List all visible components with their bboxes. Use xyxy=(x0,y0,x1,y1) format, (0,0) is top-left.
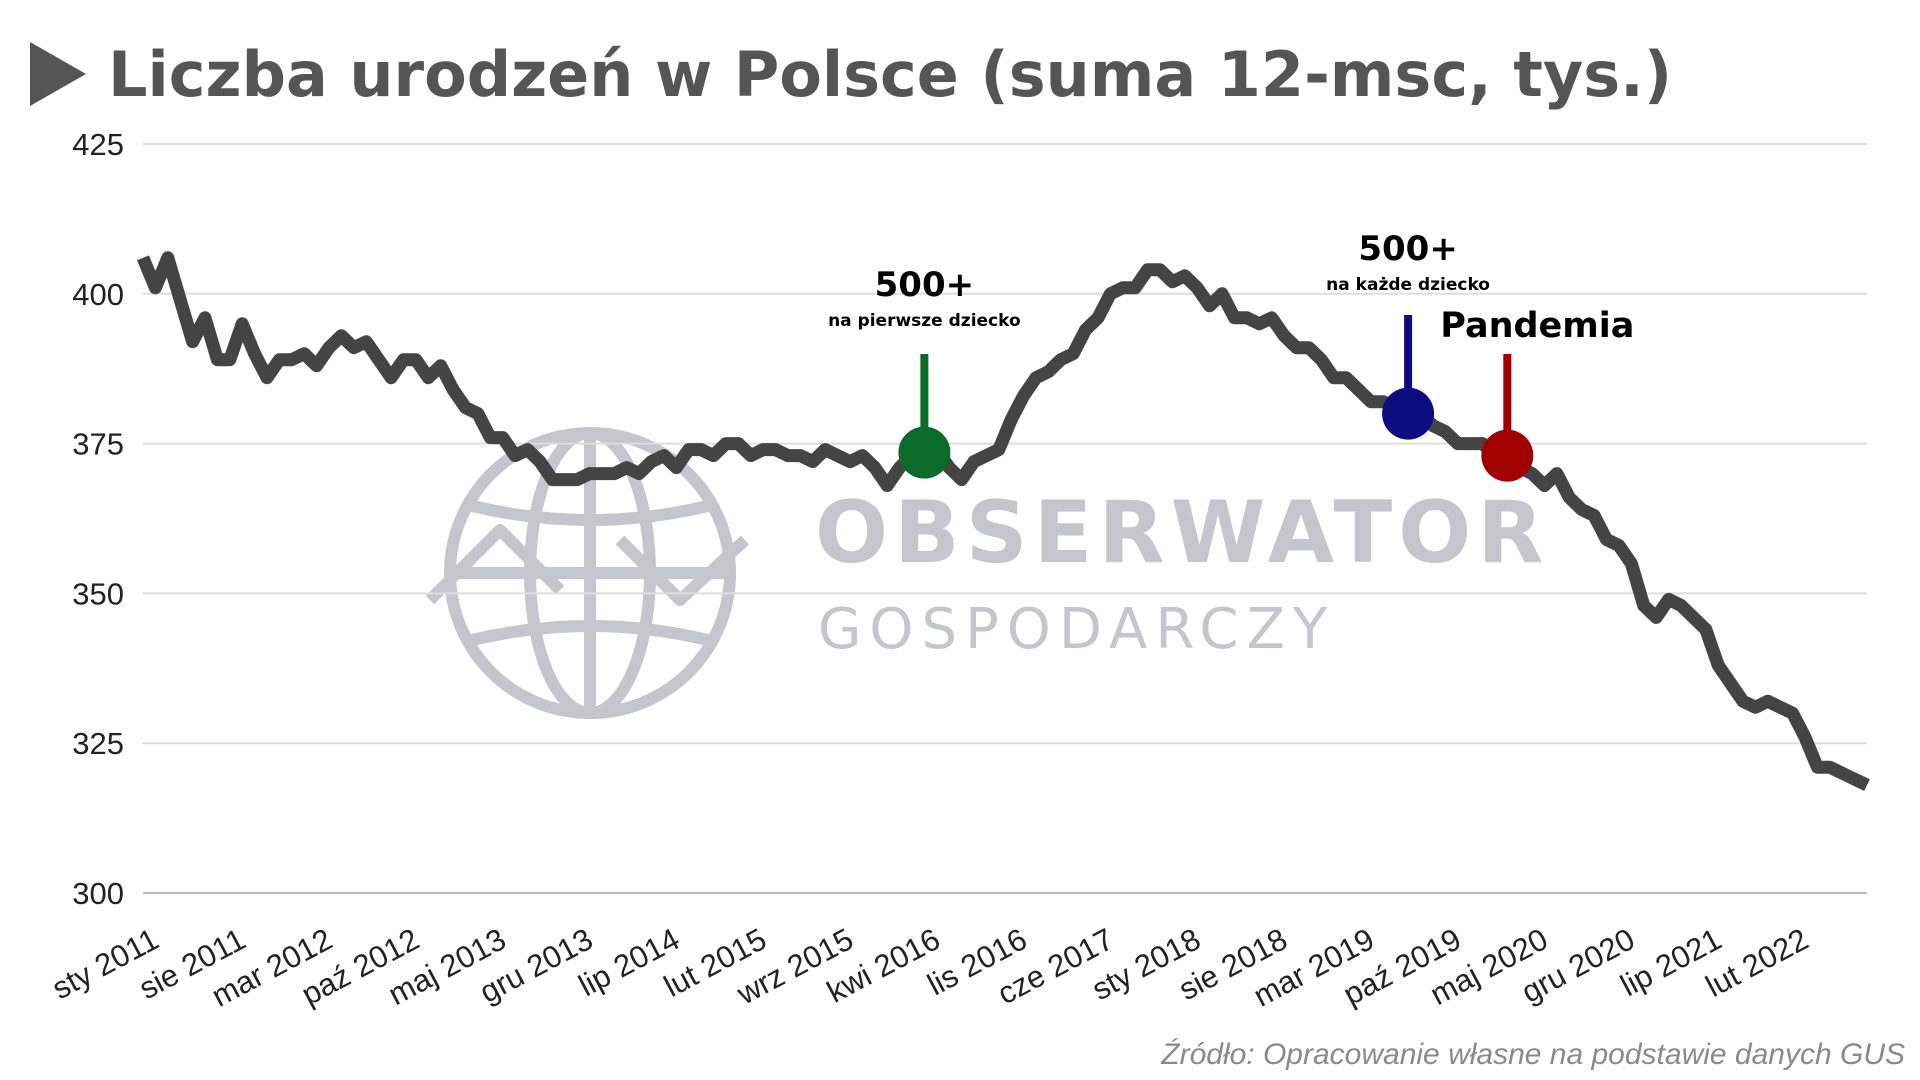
y-tick-label: 375 xyxy=(72,427,124,462)
watermark-line1: OBSERWATOR xyxy=(815,483,1549,583)
watermark-line2: GOSPODARCZY xyxy=(818,597,1335,662)
y-tick-label: 300 xyxy=(72,876,124,911)
annotation-label: 500+ xyxy=(875,265,974,305)
annotation-sublabel: na pierwsze dziecko xyxy=(828,311,1021,331)
annotation-marker xyxy=(1382,387,1435,440)
chart-title: Liczba urodzeń w Polsce (suma 12-msc, ty… xyxy=(108,38,1672,111)
y-tick-label: 350 xyxy=(72,576,124,611)
annotation-marker xyxy=(1481,429,1534,482)
y-axis-ticks: 300 325 350 375 400 425 xyxy=(72,127,124,911)
watermark-logo: OBSERWATOR GOSPODARCZY xyxy=(425,427,1549,719)
annotation-label: Pandemia xyxy=(1440,306,1634,346)
y-tick-label: 325 xyxy=(72,726,124,761)
annotation-sublabel: na każde dziecko xyxy=(1326,275,1490,295)
series-line xyxy=(136,251,1870,791)
y-tick-label: 425 xyxy=(72,127,124,162)
globe-icon xyxy=(425,427,750,719)
annotations: 500+ na pierwsze dziecko 500+ na każde dzie… xyxy=(828,229,1634,482)
annotation-label: 500+ xyxy=(1358,229,1457,269)
series-line-layer xyxy=(136,251,1870,791)
y-tick-label: 400 xyxy=(72,277,124,312)
source-note: Źródło: Opracowanie własne na podstawie … xyxy=(1160,1038,1905,1071)
play-triangle-icon xyxy=(30,42,86,106)
annotation-marker xyxy=(898,426,951,479)
